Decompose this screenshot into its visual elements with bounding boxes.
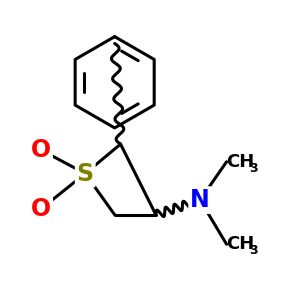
Text: CH: CH (226, 153, 255, 171)
Text: O: O (31, 197, 51, 221)
Text: N: N (190, 188, 210, 212)
Text: CH: CH (226, 235, 255, 253)
Text: O: O (31, 138, 51, 162)
Text: 3: 3 (250, 162, 258, 175)
Text: 3: 3 (250, 244, 258, 257)
Text: S: S (77, 162, 94, 186)
